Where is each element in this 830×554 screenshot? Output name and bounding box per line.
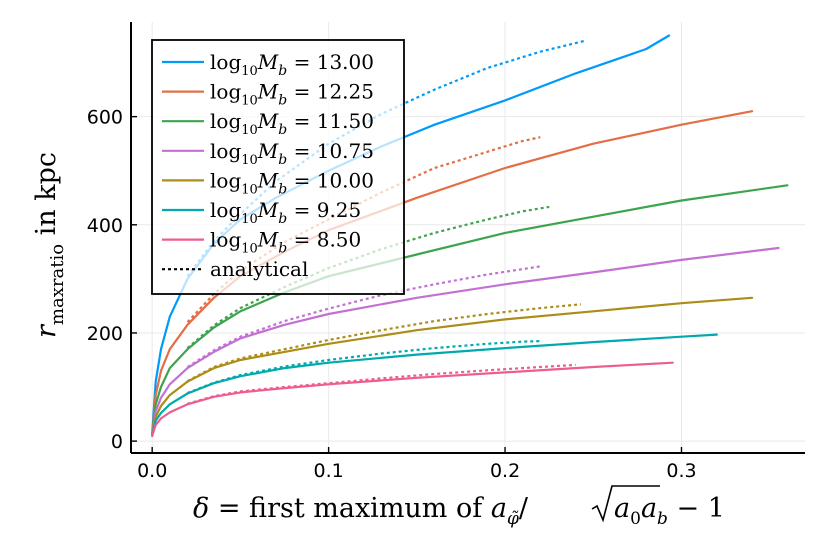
- series-line-4: [151, 184, 789, 437]
- legend-box: [151, 39, 405, 295]
- legend-label-part: 10: [241, 182, 258, 197]
- x-axis-title-a0: a: [614, 493, 630, 524]
- legend-label-part: M: [257, 139, 279, 163]
- legend-label: log10Mb = 10.75: [210, 139, 374, 168]
- legend-label-part: M: [257, 168, 279, 192]
- legend-label-part: b: [278, 63, 287, 79]
- legend-label-part: = 13.00: [287, 50, 374, 74]
- legend-label: log10Mb = 10.00: [210, 168, 374, 197]
- legend-label-part: = 11.50: [287, 109, 374, 133]
- legend-label-part: b: [278, 241, 287, 257]
- legend-label-part: = 8.50: [287, 228, 361, 252]
- y-tick-label: 0: [111, 431, 123, 453]
- x-tick-label: 0.0: [137, 460, 167, 482]
- legend-label-part: log: [210, 139, 241, 163]
- legend-label-part: = 9.25: [287, 198, 361, 222]
- legend-label-part: M: [257, 80, 279, 104]
- series-line-8: [151, 296, 754, 437]
- legend-label-part: log: [210, 50, 241, 74]
- legend-label-part: b: [278, 181, 287, 197]
- y-axis-title-rest: in kpc: [31, 152, 62, 244]
- x-axis-title-eq: = first maximum of: [209, 493, 491, 524]
- y-axis-title-r: r: [31, 323, 62, 338]
- x-tick-label: 0.2: [490, 460, 520, 482]
- legend-label-part: b: [278, 93, 287, 109]
- legend-label-part: log: [210, 228, 241, 252]
- series-line-6: [151, 246, 780, 437]
- y-tick-label: 400: [87, 215, 123, 237]
- legend-label: log10Mb = 9.25: [210, 198, 361, 227]
- legend-label-part: = 12.25: [287, 80, 374, 104]
- legend-label-part: log: [210, 198, 241, 222]
- x-axis-title-ab: a: [641, 493, 657, 524]
- svg-text:a0ab − 1: a0ab − 1: [614, 493, 725, 529]
- x-axis-title-a: a: [491, 493, 507, 524]
- x-tick-label: 0.3: [666, 460, 696, 482]
- x-axis-title-tail: − 1: [668, 493, 725, 524]
- x-axis-title-ab-sub: b: [657, 509, 668, 529]
- legend-label-part: log: [210, 168, 241, 192]
- legend-label-part: b: [278, 122, 287, 138]
- x-axis-title: δ = first maximum of aφ̃/ a0ab − 1: [193, 485, 725, 529]
- series-line-10: [151, 333, 718, 437]
- legend-label-part: M: [257, 228, 279, 252]
- legend-label-part: 10: [241, 242, 258, 257]
- legend-label: log10Mb = 11.50: [210, 109, 374, 138]
- series-line-11: [187, 340, 541, 395]
- y-tick-label: 200: [87, 323, 123, 345]
- x-axis-title-sqrt-sign: [591, 485, 660, 523]
- legend-label: log10Mb = 8.50: [210, 228, 361, 257]
- legend-label: analytical: [210, 257, 308, 281]
- legend-label-part: M: [257, 109, 279, 133]
- axes-layer: [130, 22, 805, 454]
- series-line-13: [187, 363, 576, 405]
- legend-label-part: 10: [241, 94, 258, 109]
- legend-label-part: 10: [241, 123, 258, 138]
- x-axis-title-delta: δ: [193, 493, 209, 524]
- legend-label-part: b: [278, 211, 287, 227]
- legend-label-part: M: [257, 50, 279, 74]
- legend-label-part: M: [257, 198, 279, 222]
- y-axis-title-sub: maxratio: [47, 244, 68, 325]
- legend-label: log10Mb = 13.00: [210, 50, 374, 79]
- x-axis-title-a-sub: φ̃: [507, 509, 519, 529]
- x-axis-title-a0-sub: 0: [630, 509, 641, 529]
- legend-label-part: 10: [241, 64, 258, 79]
- y-tick-label: 600: [87, 107, 123, 129]
- legend-label-part: 10: [241, 153, 258, 168]
- x-axis-title-slash: /: [519, 493, 529, 524]
- legend-label-part: = 10.75: [287, 139, 374, 163]
- series-line-7: [186, 265, 541, 368]
- legend-label-part: log: [210, 80, 241, 104]
- y-axis-title: rmaxratio in kpc: [31, 152, 68, 338]
- series-line-12: [151, 361, 674, 437]
- legend-label-part: log: [210, 109, 241, 133]
- ticks-layer: 0.0 0.1 0.2 0.3 0 200 400 600: [87, 107, 697, 482]
- x-tick-label: 0.1: [314, 460, 344, 482]
- legend-label-part: = 10.00: [287, 168, 374, 192]
- legend-label-part: b: [278, 152, 287, 168]
- series-line-9: [186, 303, 582, 383]
- legend-label-part: 10: [241, 212, 258, 227]
- legend-label: log10Mb = 12.25: [210, 80, 374, 109]
- svg-text:δ = first maximum of aφ̃/: δ = first maximum of aφ̃/: [193, 493, 529, 529]
- series-line-5: [186, 205, 550, 349]
